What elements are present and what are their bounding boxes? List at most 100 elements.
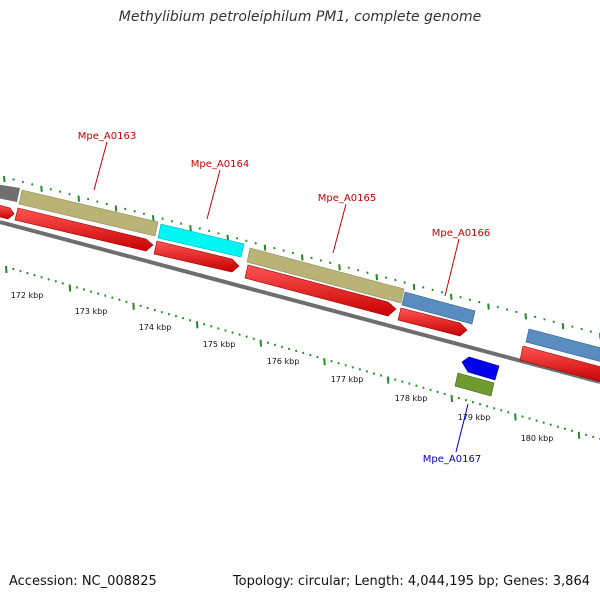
inner-minor-tick [592, 435, 595, 439]
cds-arrow-a0163[interactable] [14, 207, 154, 252]
outer-major-tick [338, 264, 341, 271]
inner-minor-tick [167, 312, 171, 316]
inner-minor-tick [280, 345, 284, 349]
inner-minor-tick [493, 407, 496, 410]
scale-label-177: 177 kbp [331, 375, 364, 384]
outer-minor-tick [459, 295, 462, 299]
inner-minor-tick [26, 271, 29, 275]
outer-minor-tick [21, 180, 24, 184]
scale-label-173: 173 kbp [75, 307, 108, 316]
backbone [0, 220, 600, 384]
feature-gray[interactable] [0, 184, 20, 202]
inner-minor-tick [309, 353, 312, 357]
inner-major-tick [577, 431, 581, 439]
reverse-track [454, 356, 500, 397]
inner-minor-tick [542, 421, 545, 424]
inner-minor-tick [40, 276, 43, 279]
outer-minor-tick [235, 237, 239, 240]
scale-label-172: 172 kbp [11, 291, 44, 300]
inner-minor-tick [379, 374, 383, 377]
gene-label-a0166[interactable]: Mpe_A0166 [432, 228, 490, 239]
outer-minor-tick [506, 308, 509, 311]
inner-minor-tick [316, 355, 319, 359]
feature-tan-a0165[interactable] [246, 247, 405, 304]
inner-minor-tick [436, 390, 439, 394]
inner-minor-tick [535, 419, 538, 422]
outer-minor-tick [282, 249, 285, 252]
scale-label-180: 180 kbp [521, 434, 554, 443]
inner-minor-tick [337, 362, 340, 365]
outer-minor-tick [291, 251, 295, 255]
outer-minor-tick [571, 325, 574, 328]
inner-minor-tick [351, 366, 354, 369]
inner-major-tick [514, 413, 517, 421]
inner-minor-tick [111, 296, 114, 299]
inner-major-tick [5, 265, 8, 274]
inner-minor-tick [89, 290, 93, 293]
inner-minor-tick [19, 269, 22, 273]
outer-minor-tick [589, 330, 593, 333]
inner-minor-tick [408, 382, 411, 385]
outer-minor-tick [49, 188, 52, 191]
accession-label: Accession: NC_008825 [9, 574, 157, 589]
outer-major-tick [561, 323, 565, 330]
gene-label-a0167[interactable]: Mpe_A0167 [423, 454, 481, 465]
outer-minor-tick [319, 259, 322, 262]
outer-minor-tick [12, 178, 15, 181]
outer-minor-tick [133, 210, 136, 213]
feature-olive-a0167[interactable] [454, 372, 495, 397]
outer-major-tick [301, 254, 304, 261]
outer-minor-tick [431, 288, 434, 292]
inner-minor-tick [528, 417, 531, 420]
outer-minor-tick [124, 207, 127, 211]
feature-tan-a0163[interactable] [18, 189, 159, 237]
inner-minor-tick [570, 429, 574, 433]
outer-major-tick [114, 205, 118, 212]
cds-arrow-1[interactable] [0, 204, 15, 220]
inner-minor-tick [217, 327, 220, 330]
feature-cyan-a0164[interactable] [157, 223, 245, 258]
inner-minor-tick [485, 405, 489, 408]
outer-major-tick [152, 215, 155, 222]
cds-arrow-a0164[interactable] [153, 240, 240, 273]
inner-minor-tick [82, 288, 86, 291]
gene-label-a0165[interactable]: Mpe_A0165 [318, 193, 376, 204]
inner-major-tick [386, 376, 390, 384]
outer-minor-tick [422, 286, 425, 289]
outer-minor-tick [543, 318, 546, 321]
inner-minor-tick [344, 364, 347, 367]
outer-minor-tick [59, 190, 62, 193]
label-leaders [93, 141, 469, 453]
cds-arrow-next[interactable] [519, 345, 600, 382]
outer-minor-tick [105, 202, 108, 206]
inner-minor-tick [181, 316, 185, 320]
outer-minor-tick [496, 305, 499, 309]
inner-minor-tick [365, 370, 369, 373]
gene-label-a0163[interactable]: Mpe_A0163 [78, 131, 136, 142]
feature-steelblue-next[interactable] [525, 328, 600, 362]
inner-minor-tick [330, 359, 333, 363]
outer-minor-tick [170, 219, 173, 223]
inner-minor-tick [118, 298, 121, 301]
outer-minor-tick [217, 232, 220, 235]
cds-arrow-a0166[interactable] [397, 307, 468, 337]
inner-minor-tick [210, 325, 213, 328]
outer-minor-tick [394, 278, 397, 282]
inner-minor-tick [231, 331, 234, 334]
feature-track [0, 184, 600, 362]
scale-labels: 172 kbp 173 kbp 174 kbp 175 kbp 176 kbp … [11, 291, 554, 443]
cds-arrow-a0167-reverse[interactable] [461, 356, 500, 381]
gene-label-a0164[interactable]: Mpe_A0164 [191, 159, 249, 170]
feature-steelblue-a0166[interactable] [401, 291, 476, 325]
inner-minor-tick [146, 306, 149, 310]
inner-minor-tick [478, 402, 482, 406]
map-title: Methylibium petroleiphilum PM1, complete… [118, 9, 482, 25]
cds-arrow-a0165[interactable] [244, 264, 397, 317]
scale-label-178: 178 kbp [395, 394, 428, 403]
inner-minor-tick [563, 427, 567, 430]
gene-labels: Mpe_A0163 Mpe_A0164 Mpe_A0165 Mpe_A0166 … [78, 131, 490, 465]
outer-minor-tick [208, 229, 211, 233]
inner-minor-tick [160, 310, 163, 314]
outer-minor-tick [31, 183, 34, 186]
outer-minor-tick [533, 315, 537, 319]
